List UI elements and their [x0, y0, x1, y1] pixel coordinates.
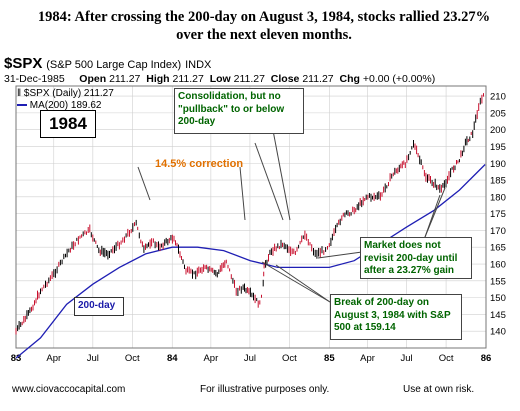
x-tick-label: Jul — [401, 353, 413, 364]
y-tick-label: 190 — [490, 159, 506, 170]
high-value: 211.27 — [172, 73, 204, 85]
x-tick-label: Jul — [87, 353, 99, 364]
y-tick-label: 165 — [490, 243, 506, 254]
x-tick-label: 83 — [11, 353, 22, 364]
y-tick-label: 200 — [490, 125, 506, 136]
x-tick-label: 84 — [167, 353, 178, 364]
x-tick-label: Apr — [360, 353, 375, 364]
plot-frame — [15, 85, 487, 349]
high-label: High — [146, 73, 170, 85]
year-badge: 1984 — [40, 110, 96, 138]
symbol-header: $SPX (S&P 500 Large Cap Index) INDX — [4, 55, 211, 72]
low-label: Low — [209, 73, 231, 85]
x-tick-label: Jul — [244, 353, 256, 364]
y-tick-label: 185 — [490, 176, 506, 187]
x-axis: 83 Apr Jul Oct 84 Apr Jul Oct 85 Apr Jul Oct 86 — [11, 353, 492, 364]
x-tick-label: Oct — [125, 353, 140, 364]
annotation-arrows — [137, 124, 446, 303]
annotation-consolidation: Consolidation, but no "pullback" to or b… — [174, 88, 304, 134]
y-tick-label: 155 — [490, 276, 506, 287]
y-tick-label: 180 — [490, 192, 506, 203]
x-tick-label: Oct — [282, 353, 297, 364]
y-tick-label: 150 — [490, 293, 506, 304]
y-tick-label: 175 — [490, 209, 506, 220]
y-axis: 140 145 150 155 160 165 170 175 180 185 190 195 200 2… — [490, 92, 506, 338]
y-tick-label: 160 — [490, 260, 506, 271]
y-tick-label: 205 — [490, 108, 506, 119]
annotation-market: Market does not revisit 200-day until af… — [360, 237, 472, 279]
y-tick-label: 210 — [490, 92, 506, 103]
open-label: Open — [79, 73, 107, 85]
close-value: 211.27 — [302, 73, 334, 85]
footer-url: www.ciovaccocapital.com — [12, 384, 126, 395]
legend-ma: MA(200) 189.62 — [17, 100, 114, 112]
footer-disclaimer: For illustrative purposes only. — [200, 384, 330, 395]
x-tick-label: Oct — [439, 353, 454, 364]
x-tick-label: Apr — [203, 353, 218, 364]
close-label: Close — [270, 73, 300, 85]
price-series — [15, 93, 484, 335]
footer-risk: Use at own risk. — [403, 384, 475, 395]
legend-ma-swatch — [17, 104, 27, 107]
headline-line-2: over the next eleven months. — [176, 27, 352, 43]
quote-info: 31-Dec-1985 Open 211.27 High 211.27 Low … — [4, 73, 435, 85]
open-value: 211.27 — [109, 73, 141, 85]
symbol-description: (S&P 500 Large Cap Index) — [46, 59, 182, 71]
annotation-break: Break of 200-day on August 3, 1984 with … — [330, 294, 462, 340]
symbol-exchange: INDX — [185, 59, 212, 71]
y-tick-label: 145 — [490, 310, 506, 321]
y-tick-label: 195 — [490, 142, 506, 153]
x-tick-label: 85 — [324, 353, 335, 364]
ma200-line — [15, 164, 486, 359]
chart-headline: 1984: After crossing the 200-day on Augu… — [14, 8, 514, 44]
chg-value: +0.00 (+0.00%) — [362, 73, 436, 85]
legend-price-label: $SPX (Daily) 211.27 — [23, 88, 114, 99]
x-tick-label: 86 — [481, 353, 492, 364]
chart-legend: ‖ $SPX (Daily) 211.27 MA(200) 189.62 — [17, 88, 114, 112]
chg-label: Chg — [339, 73, 360, 85]
x-tick-label: Apr — [46, 353, 61, 364]
annotation-200-day: 200-day — [74, 297, 124, 316]
legend-price: ‖ $SPX (Daily) 211.27 — [17, 88, 114, 100]
y-tick-label: 140 — [490, 327, 506, 338]
headline-line-1: 1984: After crossing the 200-day on Augu… — [37, 9, 491, 25]
legend-price-swatch: ‖ — [17, 88, 22, 99]
annotation-correction: 14.5% correction — [155, 158, 244, 170]
y-tick-label: 170 — [490, 226, 506, 237]
symbol: $SPX — [4, 55, 43, 72]
low-value: 211.27 — [233, 73, 265, 85]
legend-ma-label: MA(200) 189.62 — [29, 100, 102, 111]
quote-date: 31-Dec-1985 — [4, 73, 65, 85]
